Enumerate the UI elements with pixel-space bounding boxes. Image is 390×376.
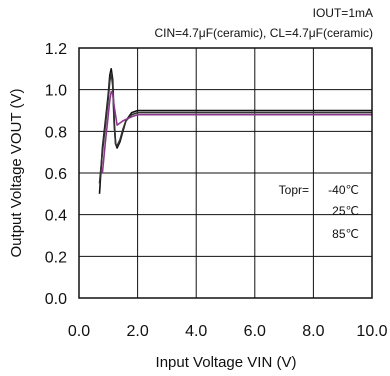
y-tick-label: 0.4 <box>45 208 67 225</box>
y-tick-label: 0.2 <box>45 249 67 266</box>
y-axis-label: Output Voltage VOUT (V) <box>8 89 25 258</box>
tick-labels: 0.0 2.0 4.0 6.0 8.0 10.0 0.0 0.2 0.4 0.6 0.8 1.0 1.2 <box>45 41 388 340</box>
x-tick-label: 6.0 <box>244 323 266 340</box>
legend-title: Topr= <box>279 183 309 197</box>
y-tick-label: 0.0 <box>45 291 67 308</box>
x-tick-label: 4.0 <box>185 323 207 340</box>
grid <box>79 48 372 298</box>
y-tick-label: 0.6 <box>45 166 67 183</box>
plot-frame <box>78 47 373 299</box>
y-tick-label: 1.2 <box>45 41 67 58</box>
series-line-2 <box>98 72 372 184</box>
legend-entry-85: 85℃ <box>332 227 359 241</box>
series-layer <box>98 68 372 194</box>
y-tick-label: 1.0 <box>45 83 67 100</box>
series-line-3 <box>101 90 372 174</box>
x-tick-label: 10.0 <box>356 323 387 340</box>
legend-entry-25: 25℃ <box>332 204 359 218</box>
y-tick-label: 0.8 <box>45 124 67 141</box>
condition-capacitors: CIN=4.7μF(ceramic), CL=4.7μF(ceramic) <box>154 26 373 40</box>
x-tick-label: 8.0 <box>302 323 324 340</box>
legend-entry-minus40: -40℃ <box>328 183 359 197</box>
condition-iout: IOUT=1mA <box>313 6 373 20</box>
x-axis-label: Input Voltage VIN (V) <box>156 354 297 371</box>
x-tick-label: 2.0 <box>126 323 148 340</box>
x-tick-label: 0.0 <box>68 323 90 340</box>
